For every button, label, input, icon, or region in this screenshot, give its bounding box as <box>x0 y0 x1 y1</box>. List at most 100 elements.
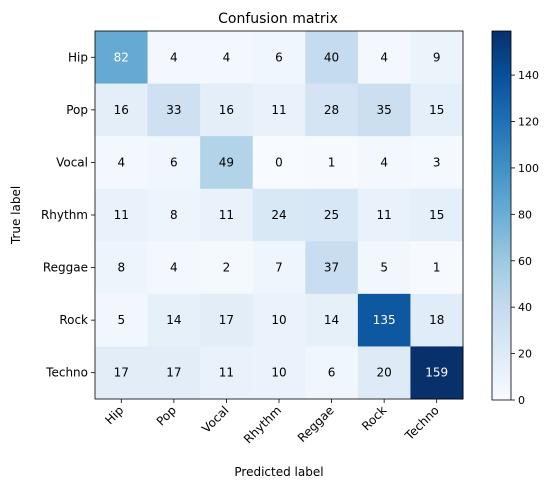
heatmap-cell <box>410 31 464 85</box>
cell-value-label: 0 <box>275 155 283 169</box>
y-tick-label: Reggae <box>43 261 88 275</box>
cell-value-label: 6 <box>328 366 336 380</box>
heatmap-cell <box>357 188 411 242</box>
heatmap-cell <box>147 293 201 347</box>
heatmap-cell <box>410 293 464 347</box>
cell-value-label: 14 <box>166 313 181 327</box>
heatmap-cell <box>147 83 201 137</box>
heatmap-cell <box>95 83 149 137</box>
heatmap-cell <box>305 136 359 190</box>
y-tick-label: Vocal <box>56 155 88 169</box>
colorbar-axis: 0 20 40 60 80 100 120 140 <box>511 69 539 407</box>
heatmap-cell <box>410 136 464 190</box>
cell-value-label: 49 <box>219 155 234 169</box>
x-tick-label: Vocal <box>199 403 231 435</box>
cell-value-label: 4 <box>170 50 178 64</box>
heatmap-cell <box>252 293 306 347</box>
heatmap-cell <box>357 293 411 347</box>
colorbar-tick-label: 40 <box>518 301 532 314</box>
heatmap-cell <box>305 346 359 400</box>
cell-value-label: 4 <box>380 50 388 64</box>
cell-value-label: 28 <box>324 103 339 117</box>
heatmap-cell <box>95 241 149 295</box>
cell-value-label: 4 <box>117 155 125 169</box>
cell-value-label: 7 <box>275 261 283 275</box>
colorbar-tick-label: 60 <box>518 255 532 268</box>
heatmap-cell <box>357 136 411 190</box>
cell-value-label: 17 <box>114 366 129 380</box>
heatmap-cell <box>95 293 149 347</box>
y-tick-label: Rock <box>59 313 88 327</box>
heatmap-cell <box>200 293 254 347</box>
cell-value-label: 16 <box>219 103 234 117</box>
heatmap-cell <box>200 136 254 190</box>
cell-value-label: 17 <box>219 313 234 327</box>
cell-value-label: 4 <box>170 261 178 275</box>
heatmap-cell <box>95 188 149 242</box>
cell-value-label: 135 <box>373 313 396 327</box>
heatmap-cell <box>200 31 254 85</box>
heatmap-cell <box>147 31 201 85</box>
y-tick-label: Rhythm <box>41 208 88 222</box>
heatmap-cell <box>252 188 306 242</box>
heatmap-cell <box>95 136 149 190</box>
cell-value-label: 11 <box>377 208 392 222</box>
cell-value-label: 10 <box>271 313 286 327</box>
y-axis: Hip Pop Vocal Rhythm Reggae Rock Techno <box>41 50 95 380</box>
heatmap-cell <box>305 83 359 137</box>
heatmap-cell <box>357 346 411 400</box>
heatmap-cell <box>95 31 149 85</box>
y-tick-label: Hip <box>68 50 88 64</box>
heatmap-cell <box>252 241 306 295</box>
colorbar-tick-label: 0 <box>518 394 525 407</box>
cell-value-label: 11 <box>219 208 234 222</box>
heatmap-cell <box>252 346 306 400</box>
heatmap-cell <box>252 31 306 85</box>
cell-value-label: 25 <box>324 208 339 222</box>
cell-value-label: 11 <box>219 366 234 380</box>
cell-value-label: 40 <box>324 50 339 64</box>
x-tick-label: Techno <box>402 403 442 443</box>
cell-value-label: 6 <box>275 50 283 64</box>
heatmap-cell <box>305 293 359 347</box>
heatmap-cell <box>410 346 464 400</box>
x-tick-label: Reggae <box>295 403 337 445</box>
heatmap-cell <box>410 83 464 137</box>
cell-value-label: 1 <box>328 155 336 169</box>
heatmap-cell <box>410 188 464 242</box>
cell-value-label: 9 <box>433 50 441 64</box>
cell-value-label: 5 <box>380 261 388 275</box>
heatmap-cell <box>200 346 254 400</box>
cell-value-label: 8 <box>117 261 125 275</box>
cell-value-label: 16 <box>114 103 129 117</box>
colorbar <box>491 30 512 401</box>
cell-value-label: 11 <box>114 208 129 222</box>
cell-value-label: 4 <box>380 155 388 169</box>
heatmap-cell <box>147 136 201 190</box>
x-tick-label: Rhythm <box>241 403 284 446</box>
cell-value-label: 1 <box>433 261 441 275</box>
cell-value-label: 33 <box>166 103 181 117</box>
cell-value-label: 82 <box>114 50 129 64</box>
heatmap-cell <box>200 241 254 295</box>
cell-value-label: 3 <box>433 155 441 169</box>
y-tick-label: Techno <box>45 366 88 380</box>
cell-value-label: 10 <box>271 366 286 380</box>
cell-value-label: 5 <box>117 313 125 327</box>
heatmap-cell <box>305 188 359 242</box>
cell-value-label: 18 <box>429 313 444 327</box>
cell-value-label: 2 <box>223 261 231 275</box>
colorbar-tick-label: 80 <box>518 208 532 221</box>
cell-value-label: 20 <box>377 366 392 380</box>
cell-value-label: 17 <box>166 366 181 380</box>
heatmap-cell <box>357 83 411 137</box>
cell-value-label: 15 <box>429 103 444 117</box>
cell-value-label: 14 <box>324 313 339 327</box>
cell-value-label: 159 <box>425 366 448 380</box>
heatmap-cell <box>147 241 201 295</box>
x-tick-label: Pop <box>154 403 179 428</box>
heatmap-cell <box>305 31 359 85</box>
y-axis-label: True label <box>9 186 23 245</box>
colorbar-tick-label: 20 <box>518 348 532 361</box>
